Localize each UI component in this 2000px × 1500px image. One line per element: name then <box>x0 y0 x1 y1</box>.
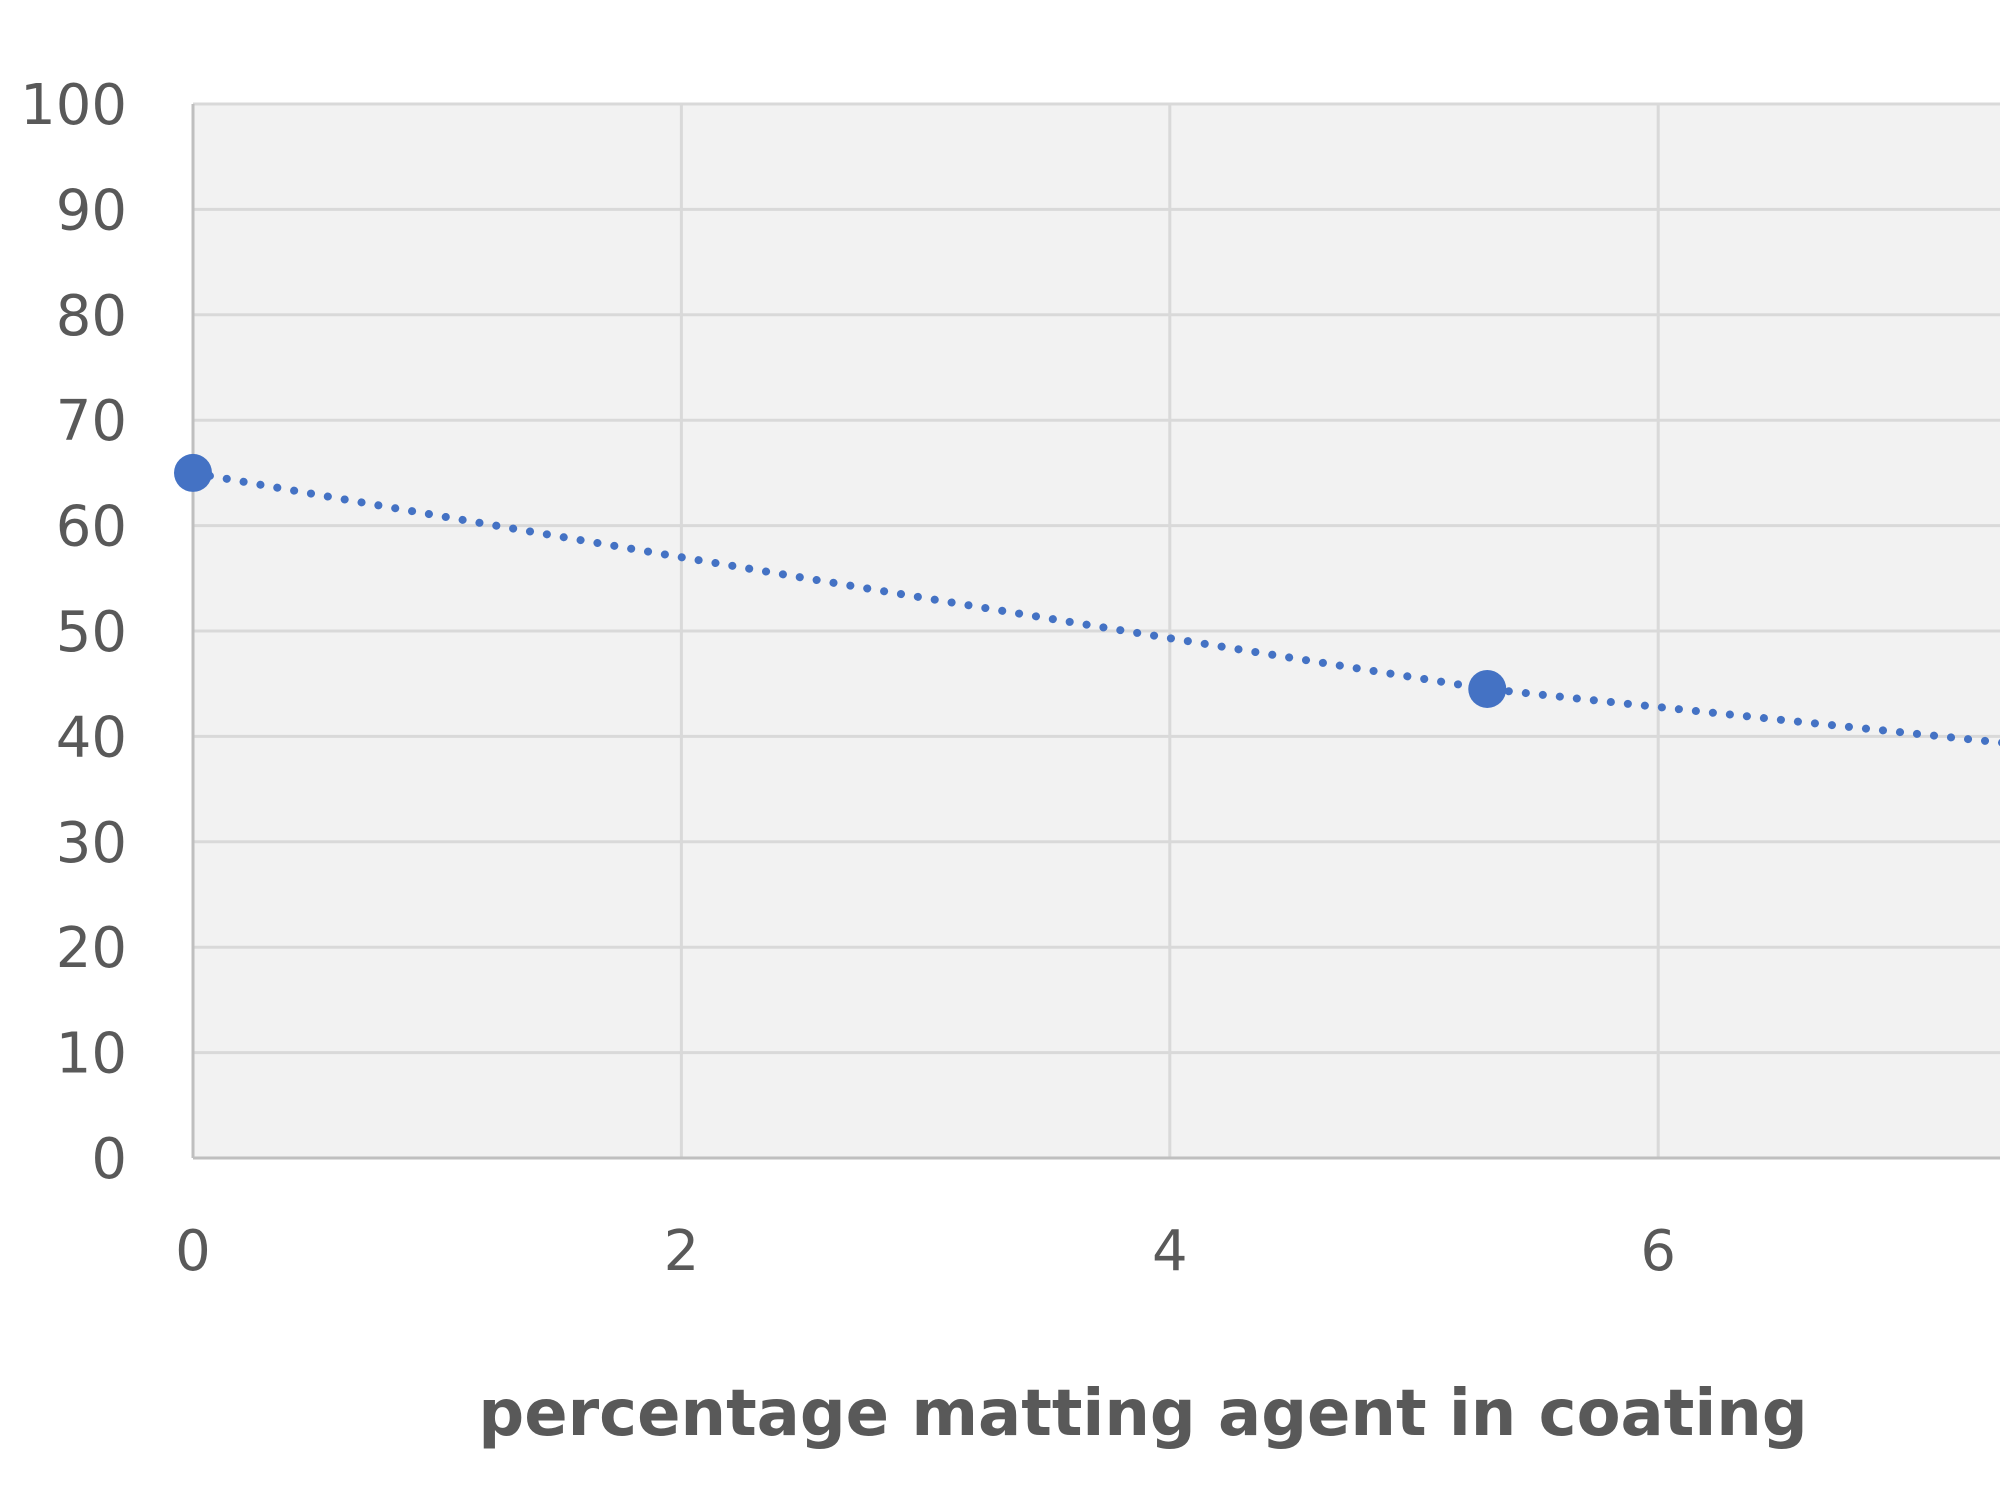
x-tick-label-4: 4 <box>1152 1219 1188 1284</box>
y-tick-label-70: 70 <box>56 389 127 454</box>
y-tick-label-60: 60 <box>56 495 127 560</box>
data-point-2 <box>1468 669 1507 708</box>
axes <box>191 104 2000 1160</box>
data-points <box>174 453 1507 708</box>
y-tick-label-30: 30 <box>56 811 127 876</box>
x-tick-label-0: 0 <box>175 1219 211 1284</box>
trendline <box>189 468 2000 747</box>
y-axis-tick-labels: 0 10 20 30 40 50 60 70 80 90 100 <box>20 73 127 1192</box>
y-tick-label-40: 40 <box>56 705 127 770</box>
data-point-1 <box>174 453 212 492</box>
y-tick-label-100: 100 <box>20 73 127 138</box>
y-tick-label-20: 20 <box>56 916 127 981</box>
gridlines <box>193 102 2000 1158</box>
y-tick-label-0: 0 <box>91 1127 127 1192</box>
y-tick-label-90: 90 <box>56 178 127 243</box>
y-tick-label-80: 80 <box>56 284 127 349</box>
y-tick-label-10: 10 <box>56 1022 127 1087</box>
x-axis-title: percentage matting agent in coating <box>478 1377 1807 1451</box>
x-axis-tick-labels: 02468101214 <box>175 1219 1676 1284</box>
x-tick-label-2: 2 <box>664 1219 700 1284</box>
y-tick-label-50: 50 <box>56 600 127 665</box>
x-tick-label-6: 6 <box>1640 1219 1676 1284</box>
